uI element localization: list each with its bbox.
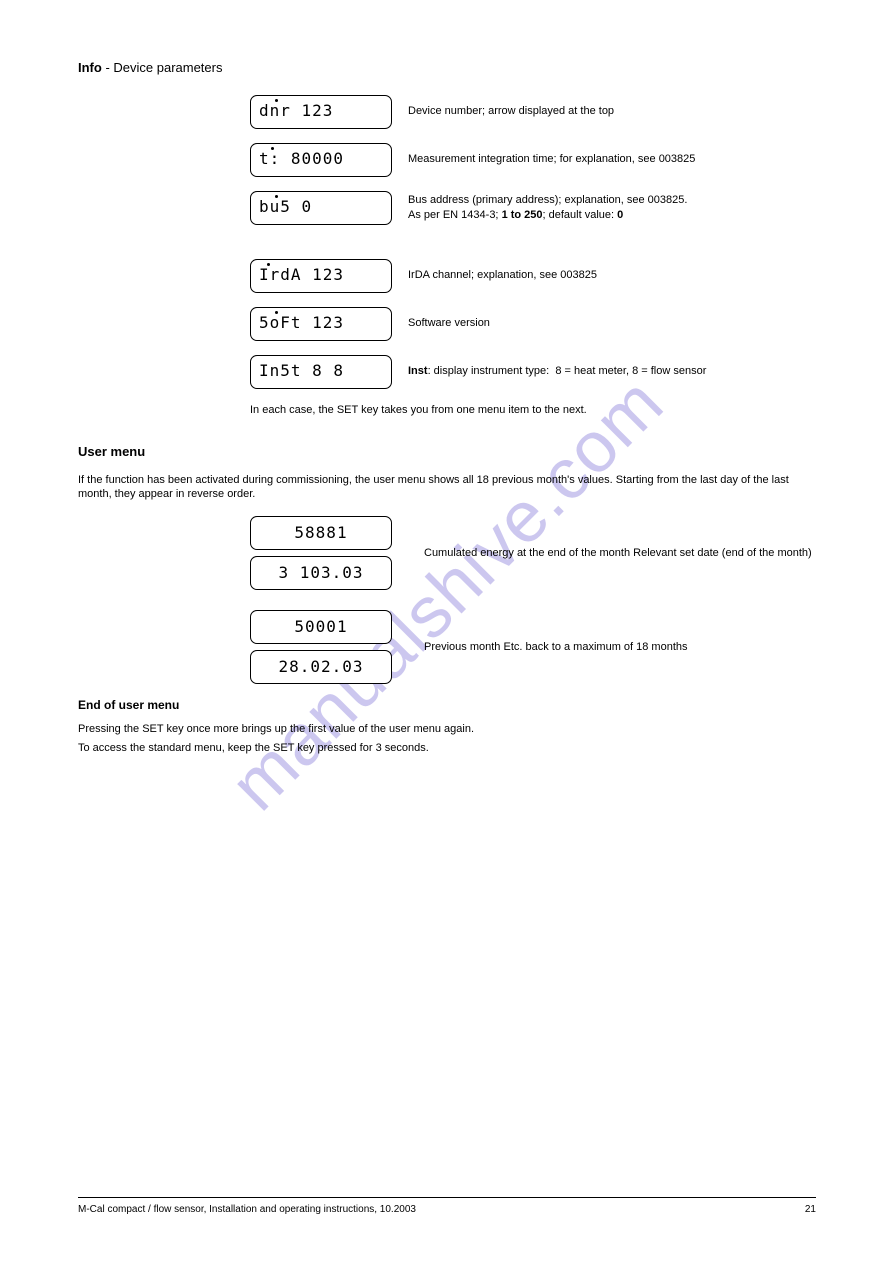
row-description: Cumulated energy at the end of the month… xyxy=(424,546,816,561)
row-description: Previous month Etc. back to a maximum of… xyxy=(424,640,816,655)
info-row: 5oFt 123 Software version xyxy=(250,307,816,341)
row-description: Inst: display instrument type: 8 = heat … xyxy=(408,364,816,379)
info-rows-group: dnr 123 Device number; arrow displayed a… xyxy=(250,95,816,389)
lcd-text: 50001 xyxy=(294,617,347,638)
row-description: Software version xyxy=(408,316,816,331)
lcd-text: t: 80000 xyxy=(259,149,344,170)
lcd-display: IrdA 123 xyxy=(250,259,392,293)
title-main: - Device parameters xyxy=(102,60,223,75)
user-menu-heading: User menu xyxy=(78,444,816,461)
lcd-indicator-dot xyxy=(275,99,278,102)
lcd-display: bu5 0 xyxy=(250,191,392,225)
lcd-indicator-dot xyxy=(267,263,270,266)
lcd-display: t: 80000 xyxy=(250,143,392,177)
user-menu-note-1: Pressing the SET key once more brings up… xyxy=(78,722,816,737)
lcd-text: In5t 8 8 xyxy=(259,361,344,382)
lcd-display: 58881 xyxy=(250,516,392,550)
row-description: Bus address (primary address); explanati… xyxy=(408,193,816,223)
info-row: dnr 123 Device number; arrow displayed a… xyxy=(250,95,816,129)
info-row: IrdA 123 IrDA channel; explanation, see … xyxy=(250,259,816,293)
lcd-pair: 58881 3 103.03 xyxy=(250,516,408,590)
row-description: Device number; arrow displayed at the to… xyxy=(408,104,816,119)
user-menu-row: 50001 28.02.03 Previous month Etc. back … xyxy=(250,610,816,684)
lcd-display: 5oFt 123 xyxy=(250,307,392,341)
row-description: Measurement integration time; for explan… xyxy=(408,152,816,167)
page-title: Info - Device parameters xyxy=(78,60,816,77)
lcd-text: 3 103.03 xyxy=(278,563,363,584)
lcd-text: bu5 0 xyxy=(259,197,312,218)
info-row: In5t 8 8 Inst: display instrument type: … xyxy=(250,355,816,389)
lcd-text: IrdA 123 xyxy=(259,265,344,286)
title-prefix: Info xyxy=(78,60,102,75)
lcd-text: 5oFt 123 xyxy=(259,313,344,334)
user-menu-note-2: To access the standard menu, keep the SE… xyxy=(78,741,816,756)
lcd-indicator-dot xyxy=(271,147,274,150)
lcd-indicator-dot xyxy=(275,311,278,314)
row-description: IrDA channel; explanation, see 003825 xyxy=(408,268,816,283)
info-row: bu5 0 Bus address (primary address); exp… xyxy=(250,191,816,225)
lcd-indicator-dot xyxy=(275,195,278,198)
end-user-menu-heading: End of user menu xyxy=(78,698,816,714)
page-content: Info - Device parameters dnr 123 Device … xyxy=(0,0,894,1263)
user-menu-row: 58881 3 103.03 Cumulated energy at the e… xyxy=(250,516,816,590)
user-menu-rows: 58881 3 103.03 Cumulated energy at the e… xyxy=(250,516,816,684)
info-footer-note: In each case, the SET key takes you from… xyxy=(250,403,816,418)
lcd-display: dnr 123 xyxy=(250,95,392,129)
lcd-text: 28.02.03 xyxy=(278,657,363,678)
lcd-text: dnr 123 xyxy=(259,101,333,122)
lcd-display: 28.02.03 xyxy=(250,650,392,684)
lcd-display: 50001 xyxy=(250,610,392,644)
info-row: t: 80000 Measurement integration time; f… xyxy=(250,143,816,177)
lcd-display: In5t 8 8 xyxy=(250,355,392,389)
lcd-pair: 50001 28.02.03 xyxy=(250,610,408,684)
lcd-text: 58881 xyxy=(294,523,347,544)
user-menu-intro: If the function has been activated durin… xyxy=(78,473,816,503)
lcd-display: 3 103.03 xyxy=(250,556,392,590)
